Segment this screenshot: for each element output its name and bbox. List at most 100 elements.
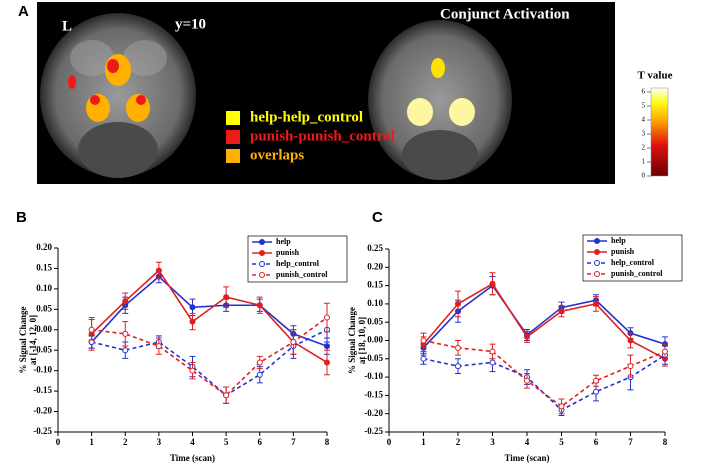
legend-label: help <box>276 237 291 246</box>
x-tick-label: 5 <box>559 437 564 447</box>
point <box>455 363 461 370</box>
y-tick-label: -0.15 <box>33 385 52 395</box>
point <box>155 343 162 350</box>
y-tick-label: -0.20 <box>33 406 52 416</box>
colorbar-ticks: 0 1 2 3 4 5 6 <box>642 88 651 180</box>
legend-label: overlaps <box>250 147 304 163</box>
y-axis-label: % Signal Change <box>18 306 28 373</box>
point <box>256 359 263 366</box>
colorbar-tick-label: 5 <box>642 102 646 110</box>
legend-label: punish <box>276 248 300 257</box>
y-tick-label: 0.15 <box>367 280 383 290</box>
brain-right <box>368 20 512 180</box>
point <box>593 388 599 395</box>
legend-marker <box>259 261 265 267</box>
colorbar-title: T value <box>638 70 673 82</box>
y-tick-label: 0.10 <box>36 283 52 293</box>
point <box>88 326 95 333</box>
point <box>627 337 634 344</box>
colorbar-tick-label: 6 <box>642 88 646 96</box>
x-tick-label: 7 <box>291 437 296 447</box>
legend-swatch <box>226 149 240 163</box>
point <box>290 339 297 346</box>
legend-swatch <box>226 130 240 144</box>
colorbar-tick-label: 1 <box>642 158 646 166</box>
y-tick-label: -0.25 <box>364 426 383 436</box>
point <box>593 377 599 384</box>
y-tick-label: -0.10 <box>364 371 383 381</box>
panel-label: B <box>16 209 27 226</box>
legend-marker <box>594 271 600 277</box>
y-tick-label: 0.05 <box>367 316 383 326</box>
x-tick-label: 2 <box>456 437 461 447</box>
legend-label: help_control <box>611 258 655 267</box>
series-line <box>91 275 328 347</box>
x-tick-label: 2 <box>123 437 128 447</box>
series-line <box>91 316 328 397</box>
point <box>189 318 196 325</box>
point <box>489 280 496 287</box>
x-tick-label: 4 <box>525 437 530 447</box>
point <box>627 363 634 370</box>
y-axis-label: at [-14, 12, 0] <box>28 315 38 365</box>
y-tick-label: 0.20 <box>367 261 383 271</box>
x-tick-label: 0 <box>387 437 392 447</box>
colorbar-tick-label: 0 <box>642 172 646 180</box>
point <box>324 359 330 366</box>
x-tick-label: 6 <box>594 437 599 447</box>
series-line <box>422 284 666 349</box>
series-line <box>423 339 666 408</box>
y-tick-label: 0.20 <box>36 242 52 252</box>
legend-marker <box>259 239 265 245</box>
legend-marker <box>259 250 265 256</box>
x-tick-label: 3 <box>157 437 162 447</box>
point <box>324 343 330 350</box>
slice-label: y=10 <box>175 16 206 32</box>
point <box>593 300 599 307</box>
panel-label: C <box>372 209 383 226</box>
y-tick-label: 0.00 <box>367 335 383 345</box>
point <box>324 314 330 321</box>
point <box>524 333 530 340</box>
y-tick-label: -0.25 <box>33 426 52 436</box>
legend-box <box>247 235 348 283</box>
point <box>662 348 668 355</box>
legend-label: punish_control <box>611 269 663 278</box>
y-axis-label: % Signal Change <box>347 307 357 374</box>
x-axis-label: Time (scan) <box>504 453 549 463</box>
point <box>189 304 196 311</box>
x-tick-label: 8 <box>663 437 668 447</box>
x-tick-label: 1 <box>421 437 426 447</box>
x-tick-label: 7 <box>628 437 633 447</box>
series-line <box>91 269 328 364</box>
y-tick-label: 0.15 <box>36 263 52 273</box>
legend-marker <box>259 272 265 278</box>
y-tick-label: 0.10 <box>367 298 383 308</box>
point <box>558 403 565 410</box>
legend-label: punish <box>611 247 635 256</box>
x-tick-label: 8 <box>325 437 330 447</box>
point <box>223 392 230 399</box>
point <box>524 377 530 384</box>
x-tick-label: 1 <box>89 437 94 447</box>
point <box>489 359 496 366</box>
series-line <box>423 354 666 412</box>
x-tick-label: 4 <box>190 437 195 447</box>
y-tick-label: 0.00 <box>36 324 52 334</box>
y-tick-label: 0.25 <box>367 243 383 253</box>
series-line <box>422 282 666 360</box>
y-axis-label: at [18, 10, 0] <box>357 317 367 364</box>
x-tick-label: 6 <box>258 437 263 447</box>
point <box>558 308 565 315</box>
x-tick-label: 3 <box>490 437 495 447</box>
y-tick-label: -0.20 <box>364 408 383 418</box>
charts: B -0.25 -0.20 -0.15 -0.10 -0.05 0.00 0.05 0.10 0.… <box>16 209 683 463</box>
y-tick-label: -0.05 <box>33 344 52 354</box>
y-tick-label: -0.10 <box>33 365 52 375</box>
legend-label: punish-punish_control <box>250 128 395 144</box>
x-tick-label: 0 <box>56 437 61 447</box>
point <box>223 294 230 301</box>
point <box>189 367 196 374</box>
legend-label: punish_control <box>276 270 328 279</box>
colorbar-tick-label: 4 <box>642 116 646 124</box>
